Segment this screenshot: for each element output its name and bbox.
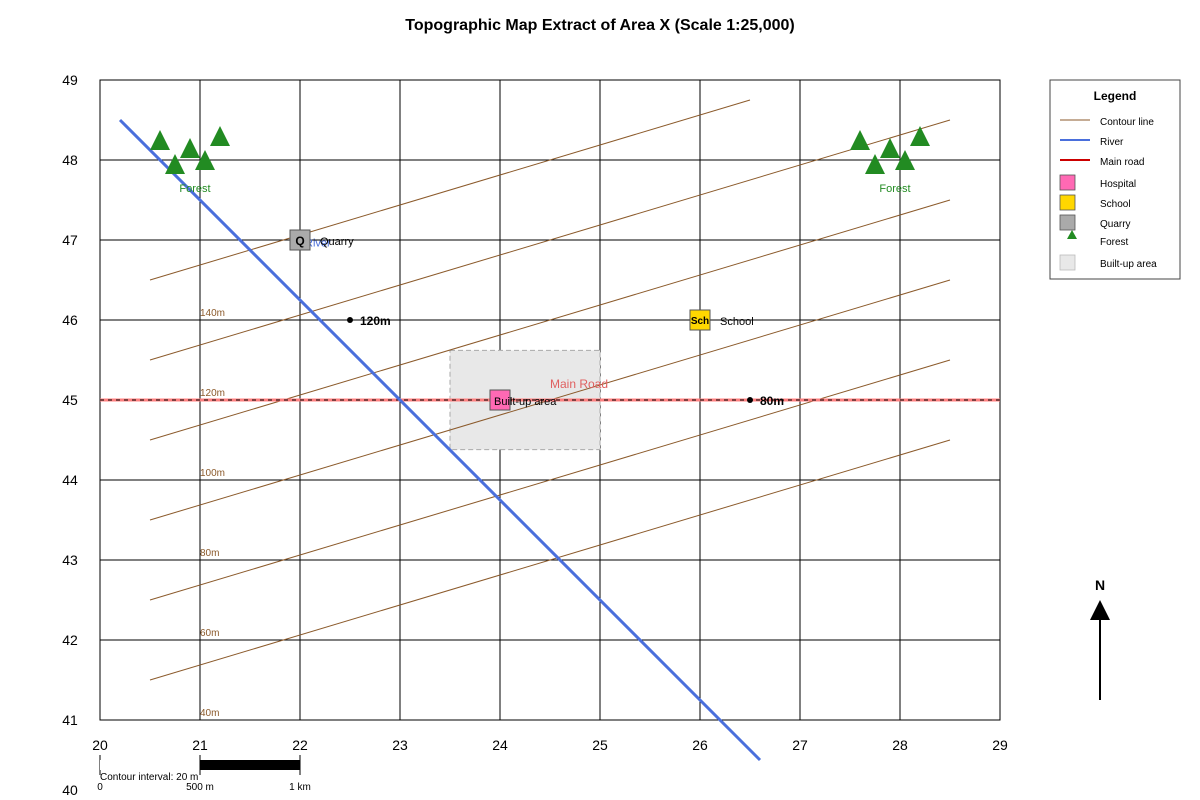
x-tick-label: 23: [392, 737, 408, 753]
river: [118, 118, 762, 762]
legend-title: Legend: [1094, 89, 1137, 103]
scale-bar: 0 500 m 1 km Contour interval: 20 m: [97, 755, 311, 793]
forest-label: Forest: [179, 183, 210, 195]
scale-bar-mid-label: 500 m: [186, 782, 214, 793]
y-tick-label: 46: [62, 312, 78, 328]
contour-interval-note: Contour interval: 20 m: [100, 772, 198, 783]
contour-label: 60m: [200, 628, 219, 639]
school-symbol-text: Sch: [691, 316, 709, 327]
y-tick-label: 40: [62, 782, 78, 798]
x-tick-label: 28: [892, 737, 908, 753]
quarry-symbol: [289, 229, 311, 251]
scale-bar-white-segment: [100, 760, 200, 770]
north-arrow-head-icon: [1090, 600, 1110, 620]
forest-tree-icon: [895, 150, 915, 170]
spot-height-dot: [747, 397, 753, 403]
x-tick-label: 22: [292, 737, 308, 753]
x-tick-label: 26: [692, 737, 708, 753]
forest-tree-icon: [195, 150, 215, 170]
main-road-layer: Main Road: [100, 377, 1000, 402]
contour-line: [149, 119, 951, 361]
x-tick-label: 27: [792, 737, 808, 753]
scale-bar-zero-label: 0: [97, 782, 103, 793]
contour-line: [149, 439, 951, 681]
contour-label: 120m: [200, 388, 225, 399]
quarry-label: Quarry: [320, 236, 354, 248]
grid-tick-labels: 20 21 22 23 24 25 26 27 28 29 49 48 47 46 45 44 43 42 41 40: [62, 72, 1008, 798]
legend-quarry-swatch: [1059, 214, 1076, 231]
y-tick-label: 48: [62, 152, 78, 168]
forest-label: Forest: [879, 183, 910, 195]
y-tick-label: 43: [62, 552, 78, 568]
forest-tree-icon: [165, 154, 185, 174]
y-tick-label: 42: [62, 632, 78, 648]
north-label: N: [1095, 577, 1105, 593]
forest-tree-icon: [910, 126, 930, 146]
north-arrow: N: [1090, 577, 1110, 700]
legend-hospital-swatch: [1059, 174, 1076, 191]
legend-builtup-swatch: [1059, 254, 1076, 271]
forest-tree-icon: [210, 126, 230, 146]
legend-school-swatch: [1059, 194, 1076, 211]
legend-hospital-label: Hospital: [1100, 179, 1136, 190]
y-tick-label: 41: [62, 712, 78, 728]
contour-label: 140m: [200, 308, 225, 319]
feature-symbols: River Built-up area Sch School Q Quarry 120m 80…: [289, 229, 784, 411]
spot-height-dot: [347, 317, 353, 323]
school-symbol: [689, 309, 711, 331]
school-label: School: [720, 316, 754, 328]
legend-builtup-label: Built-up area: [1100, 259, 1157, 270]
legend-quarry-label: Quarry: [1100, 219, 1131, 230]
contour-label: 100m: [200, 468, 225, 479]
river-label: River: [305, 237, 331, 249]
forest-tree-icon: [850, 130, 870, 150]
contour-label: 80m: [200, 548, 219, 559]
forest-tree-icon: [150, 130, 170, 150]
map-title: Topographic Map Extract of Area X (Scale…: [405, 17, 794, 34]
y-tick-label: 47: [62, 232, 78, 248]
forest-tree-icon: [880, 138, 900, 158]
spot-height-label: 120m: [360, 314, 391, 328]
x-tick-label: 24: [492, 737, 508, 753]
legend: Legend Contour line River Main road Hosp…: [1049, 79, 1181, 280]
x-tick-label: 21: [192, 737, 208, 753]
legend-contour-label: Contour line: [1100, 117, 1154, 128]
legend-forest-swatch: [1067, 230, 1077, 239]
builtup-area-label: Built-up area: [494, 396, 557, 408]
quarry-symbol-text: Q: [295, 234, 304, 248]
legend-road-label: Main road: [1100, 157, 1144, 168]
y-tick-label: 45: [62, 392, 78, 408]
spot-height-label: 80m: [760, 394, 784, 408]
y-tick-label: 49: [62, 72, 78, 88]
forest-tree-icon: [865, 154, 885, 174]
river-layer: [118, 118, 762, 762]
legend-river-label: River: [1100, 137, 1124, 148]
scale-bar-end-label: 1 km: [289, 782, 311, 793]
main-road-label: Main Road: [550, 377, 608, 391]
x-tick-label: 20: [92, 737, 108, 753]
x-tick-label: 29: [992, 737, 1008, 753]
forest-tree-icon: [180, 138, 200, 158]
legend-forest-label: Forest: [1100, 237, 1129, 248]
x-tick-label: 25: [592, 737, 608, 753]
contour-label: 40m: [200, 708, 219, 719]
scale-bar-black-segment: [200, 760, 300, 770]
hospital-symbol: [489, 389, 511, 411]
legend-school-label: School: [1100, 199, 1131, 210]
y-tick-label: 44: [62, 472, 78, 488]
contour-line: [149, 99, 751, 281]
forest-layer: Forest Forest: [150, 126, 930, 195]
